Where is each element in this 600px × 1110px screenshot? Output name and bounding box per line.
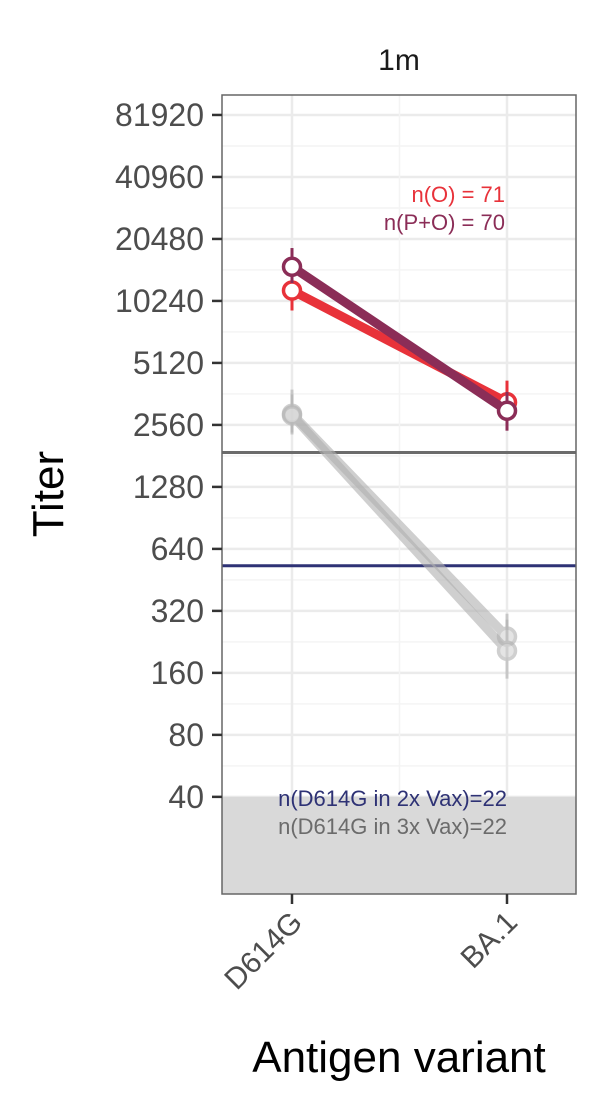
y-tick-label: 2560 bbox=[133, 407, 204, 443]
x-tick-label: BA.1 bbox=[455, 906, 524, 975]
x-tick-label: D614G bbox=[218, 906, 309, 997]
series-line bbox=[287, 410, 512, 656]
panel-border bbox=[221, 94, 577, 895]
series-layer bbox=[281, 248, 518, 679]
n-po-annotation: n(P+O) = 70 bbox=[384, 210, 505, 235]
x-axis-title: Antigen variant bbox=[252, 1033, 546, 1082]
series-p-o bbox=[281, 248, 518, 431]
lod-band bbox=[222, 796, 576, 894]
y-tick-label: 10240 bbox=[115, 283, 204, 319]
y-axis-title: Titer bbox=[24, 451, 73, 537]
y-tick-label: 40960 bbox=[115, 159, 204, 195]
y-axis: 40 80 160 320 640 1280 2560 5120 10240 20480 40960… bbox=[115, 97, 222, 815]
y-tick-label: 80 bbox=[168, 717, 204, 753]
data-point bbox=[496, 400, 518, 421]
y-tick-label: 81920 bbox=[115, 97, 204, 133]
reference-lines bbox=[222, 451, 576, 568]
y-tick-label: 320 bbox=[151, 593, 204, 629]
n-3x-annotation: n(D614G in 3x Vax)=22 bbox=[278, 814, 507, 839]
data-point bbox=[496, 640, 518, 661]
y-tick-label: 20480 bbox=[115, 221, 204, 257]
y-tick-label: 640 bbox=[151, 531, 204, 567]
data-point bbox=[281, 405, 303, 426]
y-tick-label: 5120 bbox=[133, 345, 204, 381]
n-o-annotation: n(O) = 71 bbox=[411, 182, 505, 207]
series-line bbox=[287, 262, 512, 416]
y-tick-label: 40 bbox=[168, 779, 204, 815]
data-point bbox=[281, 256, 303, 278]
data-point bbox=[281, 280, 303, 301]
grid-lines bbox=[222, 95, 576, 894]
series-d614g-in-2x-vax bbox=[281, 394, 518, 679]
n-2x-annotation: n(D614G in 2x Vax)=22 bbox=[278, 786, 507, 811]
y-tick-label: 160 bbox=[151, 655, 204, 691]
x-axis: D614G BA.1 bbox=[218, 894, 524, 996]
y-tick-label: 1280 bbox=[133, 469, 204, 505]
facet-label: 1m bbox=[378, 44, 420, 77]
